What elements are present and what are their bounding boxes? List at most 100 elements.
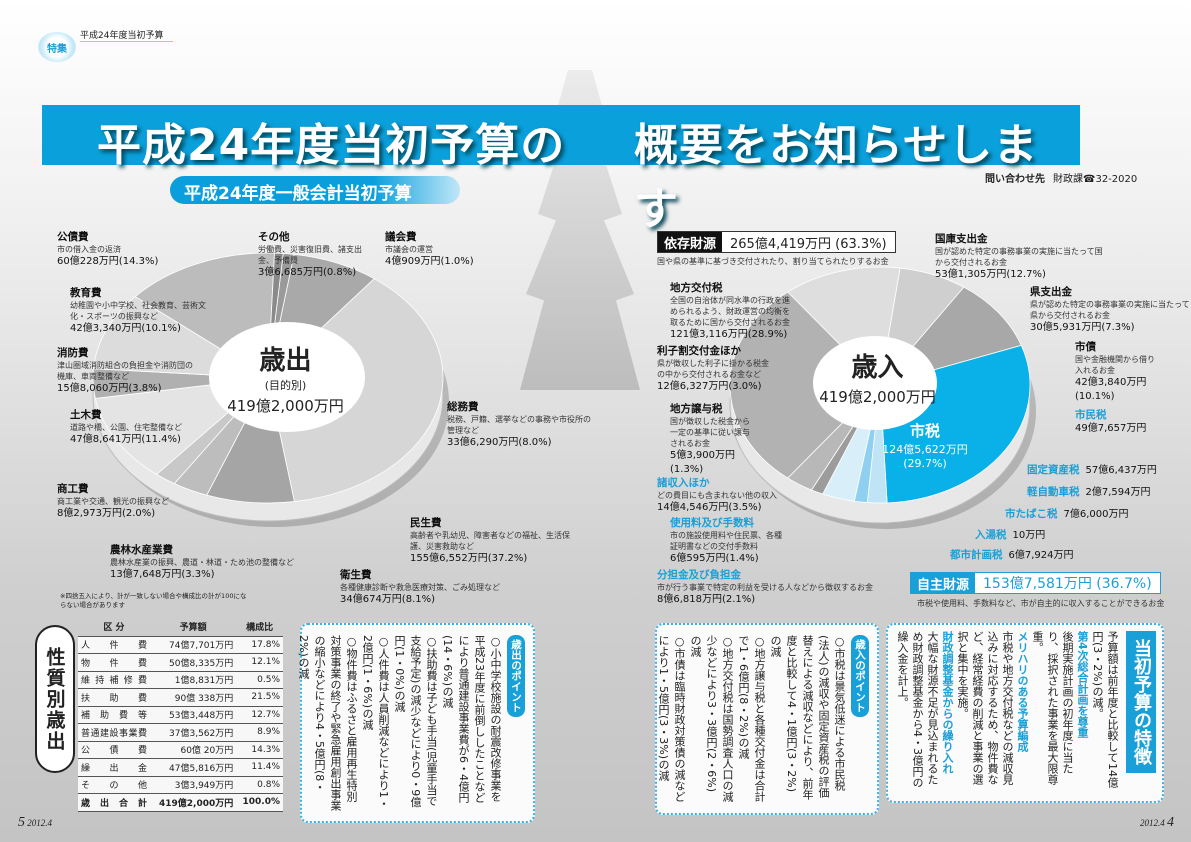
pie-label: 県支出金 県が認めた特定の事務事業の実施に当たって県から交付されるお金 30億5,9…	[1030, 285, 1190, 335]
table-cell: 物件費	[78, 653, 150, 671]
column-header: 構成比	[246, 623, 274, 634]
expenditure-points-title: 歳出のポイント	[507, 635, 525, 717]
label-desc: どの費目にも含まれない他の収入	[657, 491, 777, 500]
table-cell: 47億5,816万円	[150, 758, 237, 776]
column-header: 予算額	[179, 623, 207, 634]
label-desc: 県が徴収した利子に掛かる税金の中から交付されるお金など	[657, 359, 769, 379]
label-amount: 4億909万円(1.0%)	[385, 256, 474, 267]
table-cell: 14.3%	[236, 740, 283, 759]
label-name: 地方交付税	[670, 282, 723, 294]
pie-label: 教育費 幼稚園や小中学校、社会教育、芸術文化・スポーツの振興など 42億3,340万…	[70, 286, 210, 336]
table-cell: 419億2,000万円	[150, 793, 237, 812]
table-cell: 74億7,701万円	[150, 635, 237, 654]
table-cell: 12.1%	[236, 653, 283, 671]
table-row: 扶助費 90億 338万円 21.5%	[78, 688, 283, 706]
label-desc: 税務、戸籍、選挙などの事務や市役所の管理など	[447, 415, 591, 435]
label-amount2: (10.1%)	[1075, 391, 1115, 402]
table-cell: 公債費	[78, 740, 150, 759]
table-cell: 100.0%	[236, 793, 283, 812]
table-row: 公債費 60億 20万円 14.3%	[78, 740, 283, 759]
label-name: 教育費	[70, 287, 102, 299]
city-tax-item-name: 固定資産税	[1027, 464, 1080, 476]
label-name: 農林水産業費	[110, 544, 173, 556]
expenditure-title: 歳出	[259, 346, 312, 376]
label-amount: 6億595万円(1.4%)	[670, 553, 759, 564]
features-intro: 予算額は前年度と比較して14億円(3・2%)の減。	[1091, 631, 1119, 788]
table-cell: 11.4%	[236, 758, 283, 776]
label-name: 市債	[1075, 341, 1096, 353]
city-tax-breakdown-item: 固定資産税 57億6,437万円	[1027, 463, 1157, 478]
rounding-note: ※四捨五入により、計が一致しない場合や構成比の計が100にならない場合があります	[60, 592, 247, 609]
table-row: 物件費 50億8,335万円 12.1%	[78, 653, 283, 671]
point-item: ○市債は臨時財政対策債の減などにより1・5億円(3・3%)の減	[657, 635, 686, 802]
point-item: ○人件費は人員削減などにより1・2億円(1・6%)の減	[361, 635, 390, 809]
left-page-date: 2012.4	[27, 818, 52, 828]
label-name: 消防費	[57, 347, 89, 359]
pie-label: 諸収入ほか どの費目にも含まれない他の収入 14億4,546万円(3.5%)	[657, 476, 807, 515]
independent-value: 153億7,581万円 (36.7%)	[983, 576, 1152, 592]
contact: 問い合わせ先 財政課☎32-2020	[985, 170, 1137, 185]
pie-label: 地方譲与税 国が徴収した税金から一定の基準に従い譲与されるお金 5億3,900万円(…	[670, 402, 750, 477]
point-item: ○市税は景気低迷による市民税(法人)の減収や固定資産税の評価替えによる減収などに…	[769, 635, 846, 800]
label-amount: 47億8,641万円(11.4%)	[70, 434, 181, 445]
independent-source-box: 自主財源 153億7,581万円 (36.7%)	[910, 572, 1161, 594]
table-cell: 維持補修費	[78, 670, 150, 689]
subtitle: 平成24年度一般会計当初予算	[170, 176, 460, 204]
label-amount: 12億6,327万円(3.0%)	[657, 381, 762, 392]
expenditure-center-hole	[209, 322, 365, 432]
feature-body: 市税や地方交付税などの減収見込みに対応するため、物件費など、経常経費の削減と事業…	[956, 631, 1014, 785]
table-row: 普通建設事業費 37億3,562万円 8.9%	[78, 723, 283, 741]
label-name: 諸収入ほか	[657, 477, 710, 489]
pie-label: 商工費 商工業や交通、観光の振興など 8億2,973万円(2.0%)	[57, 482, 217, 521]
page-number-right: 2012.4 4	[1140, 815, 1174, 831]
label-name: 民生費	[410, 517, 442, 529]
pie-label: 利子割交付金ほか 県が徴収した利子に掛かる税金の中から交付されるお金など 12億6,…	[657, 344, 772, 394]
label-amount: 3億6,685万円(0.8%)	[258, 267, 357, 278]
page-title-part1: 平成24年度当初予算の	[97, 120, 566, 171]
label-amount: 15億8,060万円(3.8%)	[57, 383, 162, 394]
page-number-left: 5 2012.4	[18, 815, 52, 831]
label-amount: 34億674万円(8.1%)	[340, 594, 436, 605]
table-cell: 90億 338万円	[150, 688, 237, 706]
table-row: その他 3億3,949万円 0.8%	[78, 775, 283, 794]
expenditure-pie-chart	[92, 252, 449, 527]
table-cell: 0.8%	[236, 775, 283, 794]
independent-desc: 市税や使用料、手数料など、市が自主的に収入することができるお金	[917, 599, 1165, 608]
label-amount: 8億6,818万円(2.1%)	[657, 594, 756, 605]
table-cell: 12.7%	[236, 705, 283, 724]
point-item: ○扶助費は子ども手当(児童手当で支給予定)の減少などにより0・9億円(1・0%)…	[393, 635, 438, 808]
label-desc: 津山圏域消防組合の負担金や消防団の機庫、車両整備など	[57, 361, 193, 381]
table-cell: 53億3,448万円	[150, 705, 237, 724]
table-cell: 扶助費	[78, 688, 150, 706]
dependent-value: 265億4,419万円 (63.3%)	[730, 236, 887, 252]
table-row: 繰出金 47億5,816万円 11.4%	[78, 758, 283, 776]
features-box: 当初予算の特徴 予算額は前年度と比較して14億円(3・2%)の減。 第4次総合計…	[886, 623, 1164, 803]
label-desc: 全国の自治体が同水準の行政を進められるよう、財政運営の均衡を取るために国から交付…	[670, 296, 790, 327]
city-tax-item-amount: 10万円	[1012, 530, 1046, 541]
label-desc: 商工業や交通、観光の振興など	[57, 497, 169, 506]
table-cell: 補助費等	[78, 705, 150, 724]
label-desc: 国が認めた特定の事務事業の実施に当たって国から交付されるお金	[935, 247, 1103, 267]
label-name: その他	[258, 231, 290, 243]
label-desc: 市が行う事業で特定の利益を受ける人などから徴収するお金	[657, 583, 873, 592]
label-name: 分担金及び負担金	[657, 569, 741, 581]
revenue-center: 歳入 419億2,000万円	[810, 347, 945, 407]
pie-label: その他労働費、災害復旧費、諸支出金、予備費 3億6,685万円(0.8%)	[258, 230, 373, 280]
revenue-pie-chart	[729, 266, 1036, 529]
pie-label: 使用料及び手数料 市の施設使用料や住民票、各種証明書などの交付手数料 6億595万円…	[670, 516, 785, 566]
label-desc: 労働費、災害復旧費、諸支出金、予備費	[258, 245, 362, 265]
label-desc: 農林水産業の振興、農道・林道・ため池の整備など	[110, 558, 294, 567]
label-name: 使用料及び手数料	[670, 517, 754, 529]
label-name: 県支出金	[1030, 286, 1072, 298]
table-cell: 8.9%	[236, 723, 283, 741]
label-desc: 国が徴収した税金から一定の基準に従い譲与されるお金	[670, 417, 750, 448]
label-desc: 市議会の運営	[385, 245, 433, 254]
feature-body: 大幅な財源不足が見込まれるため財政調整基金から4・3億円の繰入金を計上。	[896, 631, 939, 788]
table-cell: 60億 20万円	[150, 740, 237, 759]
table-cell: 歳出合計	[78, 793, 150, 812]
city-tax-item-amount: 49億7,657万円	[1075, 423, 1147, 434]
label-name: 土木費	[70, 409, 102, 421]
pie-label: 民生費 高齢者や乳幼児、障害者などの福祉、生活保護、災害救助など 155億6,552…	[410, 516, 570, 566]
left-page-num: 5	[18, 815, 25, 830]
features-title: 当初予算の特徴	[1126, 631, 1156, 773]
